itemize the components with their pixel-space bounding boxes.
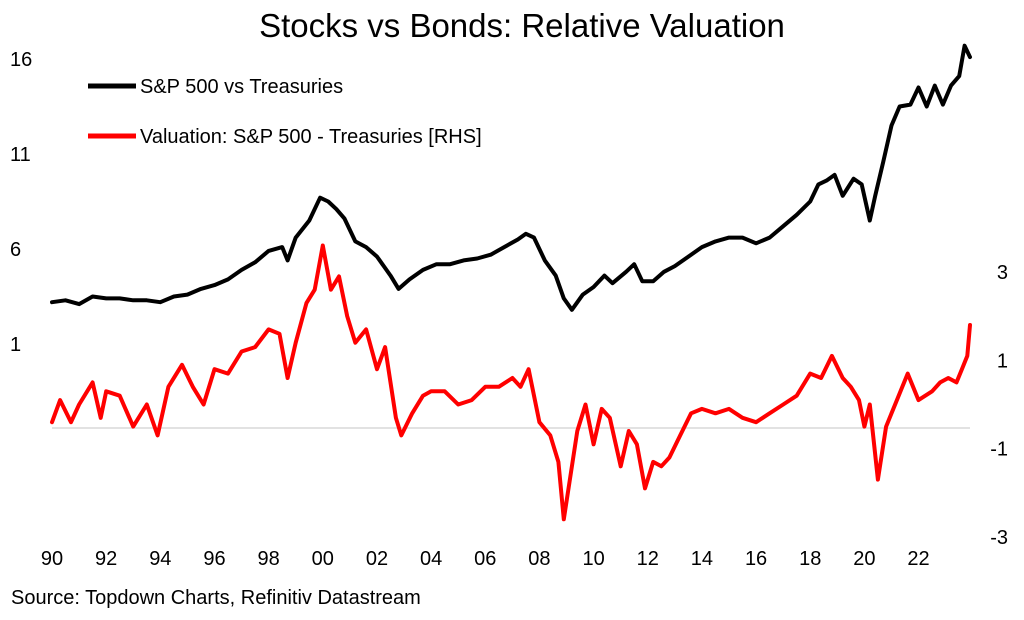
left-tick-label: 1 (10, 334, 21, 356)
x-tick-label: 00 (312, 548, 334, 570)
left-tick-label: 16 (10, 49, 32, 71)
left-tick-label: 6 (10, 239, 21, 261)
legend-label-sp500-vs-treasuries: S&P 500 vs Treasuries (140, 76, 343, 98)
x-tick-label: 22 (907, 548, 929, 570)
chart-title: Stocks vs Bonds: Relative Valuation (259, 7, 785, 44)
legend: S&P 500 vs Treasuries Valuation: S&P 500… (88, 76, 482, 148)
source-note: Source: Topdown Charts, Refinitiv Datast… (11, 587, 421, 609)
left-y-axis: 16 11 6 1 (10, 49, 32, 356)
series-line-valuation (50, 243, 972, 522)
x-tick-label: 02 (366, 548, 388, 570)
right-tick-label: 1 (997, 350, 1008, 372)
x-tick-label: 18 (799, 548, 821, 570)
x-tick-label: 16 (745, 548, 767, 570)
x-tick-label: 14 (691, 548, 713, 570)
x-tick-label: 94 (149, 548, 171, 570)
right-tick-label: -1 (990, 439, 1008, 461)
x-tick-label: 08 (528, 548, 550, 570)
x-axis: 90 92 94 96 98 00 02 04 06 08 10 12 14 16 18 20 22 (41, 548, 930, 570)
right-tick-label: 3 (997, 262, 1008, 284)
right-y-axis: 3 1 -1 -3 (990, 262, 1008, 549)
x-tick-label: 04 (420, 548, 442, 570)
series-layer (50, 43, 972, 522)
x-tick-label: 12 (637, 548, 659, 570)
x-tick-label: 92 (95, 548, 117, 570)
x-tick-label: 20 (853, 548, 875, 570)
right-tick-label: -3 (990, 527, 1008, 549)
x-tick-label: 90 (41, 548, 63, 570)
x-tick-label: 98 (258, 548, 280, 570)
x-tick-label: 10 (582, 548, 604, 570)
series-line-sp500-vs-treasuries (50, 43, 972, 312)
x-tick-label: 96 (203, 548, 225, 570)
left-tick-label: 11 (10, 144, 31, 166)
legend-label-valuation: Valuation: S&P 500 - Treasuries [RHS] (140, 126, 482, 148)
x-tick-label: 06 (474, 548, 496, 570)
